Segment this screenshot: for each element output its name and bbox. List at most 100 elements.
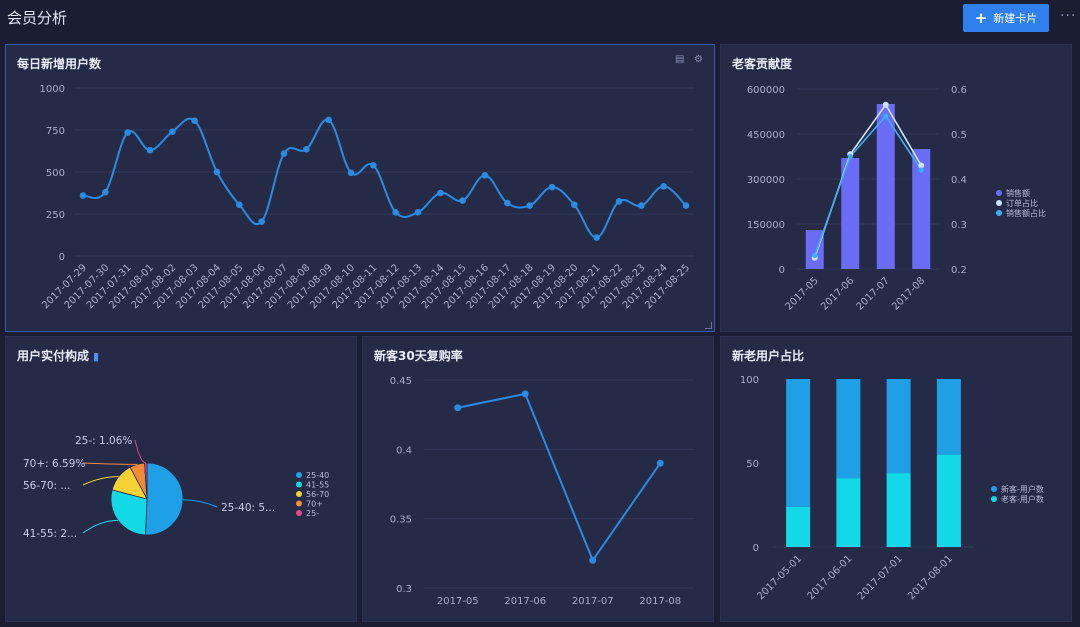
legend-label: 销售额占比 [1006,208,1046,218]
pie-leader-line [82,462,138,465]
bar-segment [836,478,861,547]
legend-label: 老客-用户数 [1001,494,1044,504]
bar [912,149,931,269]
data-point [191,117,198,125]
pie-leader-line [134,439,146,464]
new-card-button[interactable]: + 新建卡片 [963,4,1049,32]
resize-handle[interactable] [705,322,712,329]
series-line [457,392,662,563]
data-point [882,101,889,108]
data-point [883,113,889,119]
pie-label: 41-55: 2... [23,528,77,540]
y-tick-label: 0.4 [396,445,412,456]
pie-label: 25-40: 5... [221,502,275,514]
gear-icon[interactable]: ⚙ [694,54,703,65]
card-title: 每日新增用户数 [17,57,102,71]
data-point [79,192,87,199]
x-tick-label: 2017-05-01 [755,553,804,602]
y-right-tick-label: 0.2 [951,265,967,276]
old-customer-contribution-chart: 0 150000 300000 450000 600000 0.2 0.3 0.4 0.5 0.6… [747,85,1046,313]
series-line [82,117,687,239]
data-point [258,218,265,225]
bar-segment [886,379,911,474]
legend-label: 新客-用户数 [1001,484,1044,494]
data-point [847,153,853,160]
data-point [638,202,645,209]
y-left-tick-label: 300000 [747,175,785,186]
bar-segment [786,506,811,547]
y-right-tick-label: 0.6 [951,85,967,96]
card-title: 新老用户占比 [732,349,805,363]
data-point [392,209,399,216]
data-point [437,189,444,197]
data-point [481,172,489,179]
pie-slice [145,462,184,536]
data-point [213,168,221,176]
legend-marker [296,491,302,497]
y-right-tick-label: 0.4 [951,175,967,186]
data-point [146,146,154,154]
card-new-old-ratio[interactable]: 新老用户占比 0 50 100 2017-05-01 2017-06-01 2017-07… [720,336,1072,622]
data-point [615,198,623,205]
y-left-tick-label: 150000 [747,220,785,231]
legend-marker [296,472,302,478]
data-point [812,252,818,259]
actual-payment-chart: 25-40: 5... 41-55: 2... 56-70: ... 70+: 6.5… [23,435,329,540]
data-point [347,169,355,177]
data-point [656,459,664,467]
card-old-customer-contribution[interactable]: 老客贡献度 0 150000 300000 450000 600000 0.2 0.3 0.4… [720,44,1072,332]
data-point [682,202,690,209]
pie-label: 56-70: ... [23,480,70,492]
x-tick-label: 2017-05 [437,596,479,607]
table-icon[interactable]: ▤ [675,54,685,65]
bar [876,104,895,269]
y-right-tick-label: 0.5 [951,130,967,141]
data-point [236,201,243,209]
card-repurchase[interactable]: 新客30天复购率 0.3 0.35 0.4 0.45 2017-05 2017-06 201… [362,336,714,622]
data-point [918,167,924,173]
series-line-sales-ratio [813,114,922,256]
daily-new-users-chart: 025050075010002017-07-292017-07-302017-0… [40,84,694,311]
data-point [589,556,597,564]
x-tick-label: 2017-07 [855,275,892,312]
x-tick-label: 2017-06 [504,596,546,607]
data-point [280,150,288,157]
x-tick-label: 2017-08-01 [906,553,955,602]
legend-marker [996,210,1002,216]
data-point [660,182,667,190]
x-tick-label: 2017-08 [639,596,681,607]
card-actual-payment[interactable]: 用户实付构成 ▮ 25-40: 5... 41-55: 2... 56-70: ...… [5,336,357,622]
legend-label: 41-55 [306,481,329,490]
legend-marker [296,510,302,516]
plus-icon: + [974,8,988,27]
y-tick-label: 100 [740,375,759,386]
more-options-button[interactable]: ··· [1060,8,1077,24]
bar-segment [786,379,811,507]
y-tick-label: 500 [46,168,65,179]
y-left-tick-label: 600000 [747,85,785,96]
data-point [918,162,925,169]
bar-segment [886,473,911,547]
x-tick-label: 2017-08 [890,275,927,312]
y-tick-label: 50 [746,459,759,470]
y-tick-label: 1000 [40,84,65,95]
card-title: 新客30天复购率 [374,349,463,363]
bar [805,230,824,269]
data-point [325,116,332,124]
legend-label: 70+ [306,500,323,509]
pie-slice [110,489,148,536]
pie-label: 25-: 1.06% [75,435,132,447]
legend-marker [296,481,302,488]
pie-leader-line [82,519,119,534]
y-tick-label: 0.35 [390,515,412,526]
x-tick-label: 2017-05 [784,275,821,312]
y-right-tick-label: 0.3 [951,220,967,231]
data-point [102,188,109,196]
top-bar: 会员分析 + 新建卡片 ··· [0,0,1080,38]
x-tick-label: 2017-06-01 [806,553,855,602]
pie-label: 70+: 6.59% [23,458,85,470]
legend-label: 25-40 [306,471,329,480]
card-daily-new-users[interactable]: 每日新增用户数 ▤ ⚙ 0 250 500 750 1000 2017-07-29 2017… [5,44,715,332]
y-tick-label: 750 [46,126,65,137]
data-point [526,202,533,209]
